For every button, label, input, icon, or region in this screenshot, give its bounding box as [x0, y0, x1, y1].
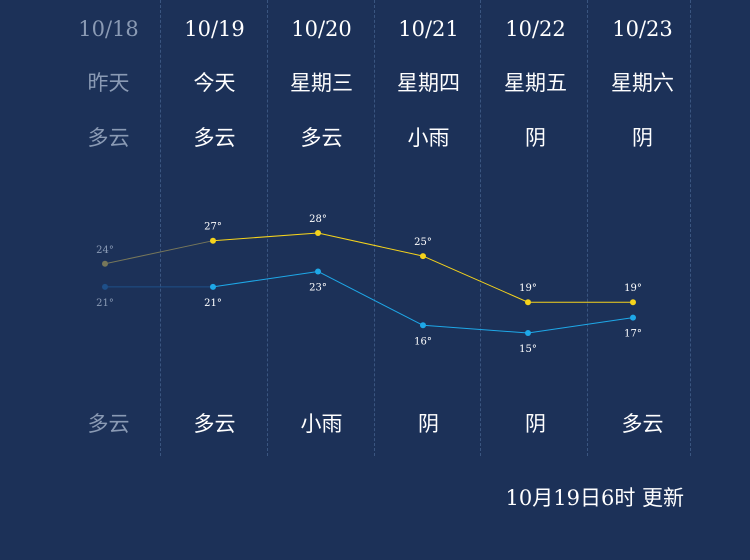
day-column-yesterday: 10/18 昨天 多云 多云: [55, 0, 162, 456]
low-temp-label: 23°: [309, 282, 327, 293]
high-temp-point: [525, 299, 531, 306]
day-weather: 多云: [87, 126, 130, 150]
low-temp-point: [630, 314, 636, 321]
night-weather: 小雨: [300, 412, 343, 436]
low-temp-label: 17°: [624, 329, 642, 340]
day-column: 10/23 星期六 阴 多云: [589, 0, 696, 456]
high-temp-label: 25°: [414, 237, 432, 248]
low-temp-label: 15°: [519, 344, 537, 355]
day-weekday: 星期三: [290, 71, 353, 95]
low-temp-label: 21°: [96, 298, 114, 309]
high-temp-line-segment: [104, 240, 214, 265]
day-column: 10/20 星期三 多云 小雨: [268, 0, 375, 456]
day-weather: 阴: [525, 126, 546, 150]
day-column: 10/22 星期五 阴 阴: [482, 0, 589, 456]
high-temp-label: 24°: [96, 245, 114, 256]
low-temp-line-segment: [527, 317, 634, 334]
day-weekday: 星期四: [397, 71, 460, 95]
high-temp-label: 27°: [204, 222, 222, 233]
low-temp-line-segment: [212, 270, 319, 288]
day-weekday: 昨天: [87, 71, 130, 95]
day-date: 10/18: [78, 17, 139, 41]
night-weather: 阴: [525, 412, 546, 436]
low-temp-line-segment: [317, 271, 424, 326]
day-weather: 多云: [193, 126, 236, 150]
day-date: 10/23: [612, 17, 673, 41]
high-temp-line-segment: [317, 232, 424, 257]
day-date: 10/20: [291, 17, 352, 41]
low-temp-label: 16°: [414, 336, 432, 347]
high-temp-line-segment: [422, 255, 529, 303]
update-time: 10月19日6时 更新: [505, 486, 684, 510]
low-temp-point: [315, 268, 321, 275]
day-weekday: 星期六: [611, 71, 674, 95]
column-divider: [480, 0, 481, 456]
day-date: 10/19: [184, 17, 245, 41]
high-temp-line-segment: [212, 232, 319, 242]
high-temp-label: 19°: [519, 283, 537, 294]
night-weather: 多云: [193, 412, 236, 436]
high-temp-point: [315, 230, 321, 236]
night-weather: 阴: [418, 412, 439, 436]
high-temp-label: 19°: [624, 283, 642, 294]
temperature-chart: 24° 27° 28° 25° 19° 19° 21° 21° 23° 16° 15° 17°: [96, 214, 642, 355]
night-weather: 多云: [87, 412, 130, 436]
column-divider: [267, 0, 268, 456]
high-temp-point: [630, 299, 636, 306]
day-weekday: 星期五: [504, 71, 567, 95]
day-weather: 多云: [300, 126, 343, 150]
high-temp-point: [420, 253, 426, 260]
low-temp-label: 21°: [204, 298, 222, 309]
day-date: 10/21: [398, 17, 459, 41]
night-weather: 多云: [621, 412, 664, 436]
day-column: 10/21 星期四 小雨 阴: [375, 0, 482, 456]
day-date: 10/22: [505, 17, 566, 41]
column-divider: [374, 0, 375, 456]
day-weekday: 今天: [193, 71, 236, 95]
low-temp-point: [102, 283, 108, 290]
column-divider: [690, 0, 691, 456]
column-divider: [160, 0, 161, 456]
low-temp-point: [525, 330, 531, 336]
low-temp-line-segment: [422, 324, 529, 334]
day-weather: 阴: [632, 126, 653, 150]
high-temp-point: [102, 260, 108, 267]
day-column-today: 10/19 今天 多云 多云: [161, 0, 268, 456]
low-temp-point: [210, 283, 216, 290]
column-divider: [587, 0, 588, 456]
high-temp-point: [210, 237, 216, 244]
low-temp-point: [420, 322, 426, 329]
day-weather: 小雨: [407, 126, 450, 150]
high-temp-label: 28°: [309, 214, 327, 225]
